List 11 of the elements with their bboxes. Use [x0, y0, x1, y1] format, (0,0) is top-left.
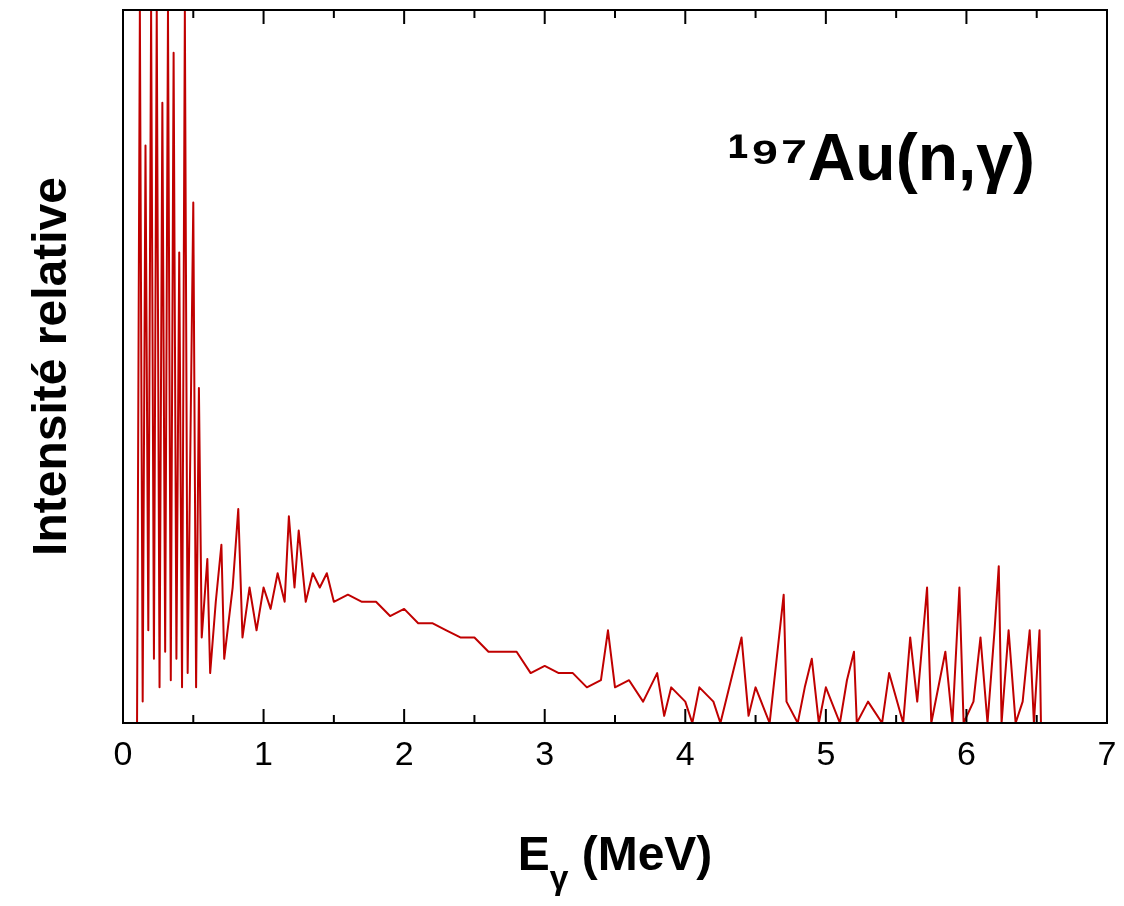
x-tick-label: 1 — [254, 734, 274, 772]
y-axis-title: Intensité relative — [23, 177, 76, 556]
x-tick-label: 7 — [1097, 734, 1117, 772]
x-tick-label: 4 — [675, 734, 695, 772]
x-tick-label: 2 — [394, 734, 414, 772]
x-tick-label: 0 — [113, 734, 133, 772]
x-axis-title: E$_{γ}$ (MeV) — [517, 827, 713, 896]
x-tick-label: 6 — [956, 734, 976, 772]
text: ¹⁹⁷Au(n,γ) — [727, 120, 1035, 194]
x-tick-label: 3 — [535, 734, 555, 772]
x-tick-label: 5 — [816, 734, 836, 772]
